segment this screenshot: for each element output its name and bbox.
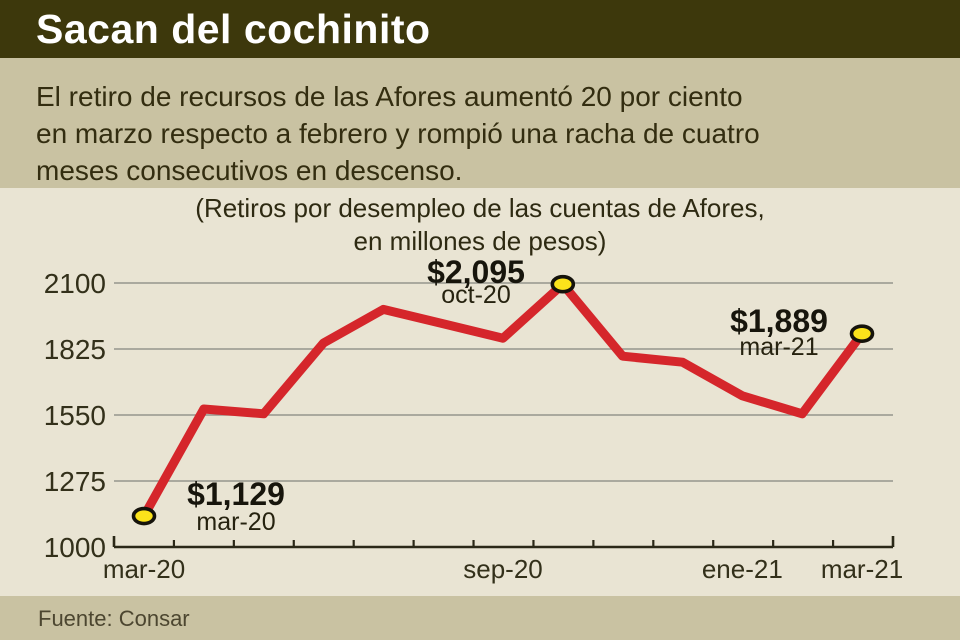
svg-text:2100: 2100 xyxy=(44,268,106,299)
page-title: Sacan del cochinito xyxy=(36,5,431,52)
annotation-value: $1,129 xyxy=(187,476,285,512)
svg-text:1825: 1825 xyxy=(44,334,106,365)
point-marker xyxy=(550,274,576,294)
intro-line-1: El retiro de recursos de las Afores aume… xyxy=(36,81,743,112)
annotation-date: mar-21 xyxy=(739,333,818,361)
intro-line-3: meses consecutivos en descenso. xyxy=(36,155,463,186)
annotation-date: oct-20 xyxy=(441,281,510,309)
intro-line-2: en marzo respecto a febrero y rompió una… xyxy=(36,118,760,149)
chart-subtitle-line-1: (Retiros por desempleo de las cuentas de… xyxy=(195,193,765,223)
svg-text:1000: 1000 xyxy=(44,532,106,563)
chart-panel: (Retiros por desempleo de las cuentas de… xyxy=(0,188,960,596)
svg-text:sep-20: sep-20 xyxy=(463,554,543,584)
source-label: Fuente: Consar xyxy=(38,606,190,631)
data-line xyxy=(139,279,867,521)
intro-text: El retiro de recursos de las Afores aume… xyxy=(36,78,930,189)
y-axis-labels: 2100 1825 1550 1275 1000 xyxy=(44,268,106,563)
source-footer: Fuente: Consar xyxy=(0,596,960,640)
point-marker xyxy=(849,324,875,343)
gridlines xyxy=(114,282,893,482)
chart-subtitle: (Retiros por desempleo de las cuentas de… xyxy=(0,192,960,258)
svg-text:mar-20: mar-20 xyxy=(103,554,185,584)
svg-text:1275: 1275 xyxy=(44,466,106,497)
svg-text:ene-21: ene-21 xyxy=(702,554,783,584)
header-band: Sacan del cochinito xyxy=(0,0,960,58)
annotation-value: $1,889 xyxy=(730,303,828,339)
annotation-date: mar-20 xyxy=(196,508,275,536)
x-axis xyxy=(112,536,895,549)
chart-subtitle-line-2: en millones de pesos) xyxy=(353,226,607,256)
svg-text:mar-21: mar-21 xyxy=(821,554,903,584)
x-axis-labels: mar-20 sep-20 ene-21 mar-21 xyxy=(103,554,903,584)
point-marker xyxy=(131,506,157,526)
svg-text:1550: 1550 xyxy=(44,400,106,431)
intro-section: El retiro de recursos de las Afores aume… xyxy=(0,58,960,188)
annotation-value: $2,095 xyxy=(427,254,525,290)
